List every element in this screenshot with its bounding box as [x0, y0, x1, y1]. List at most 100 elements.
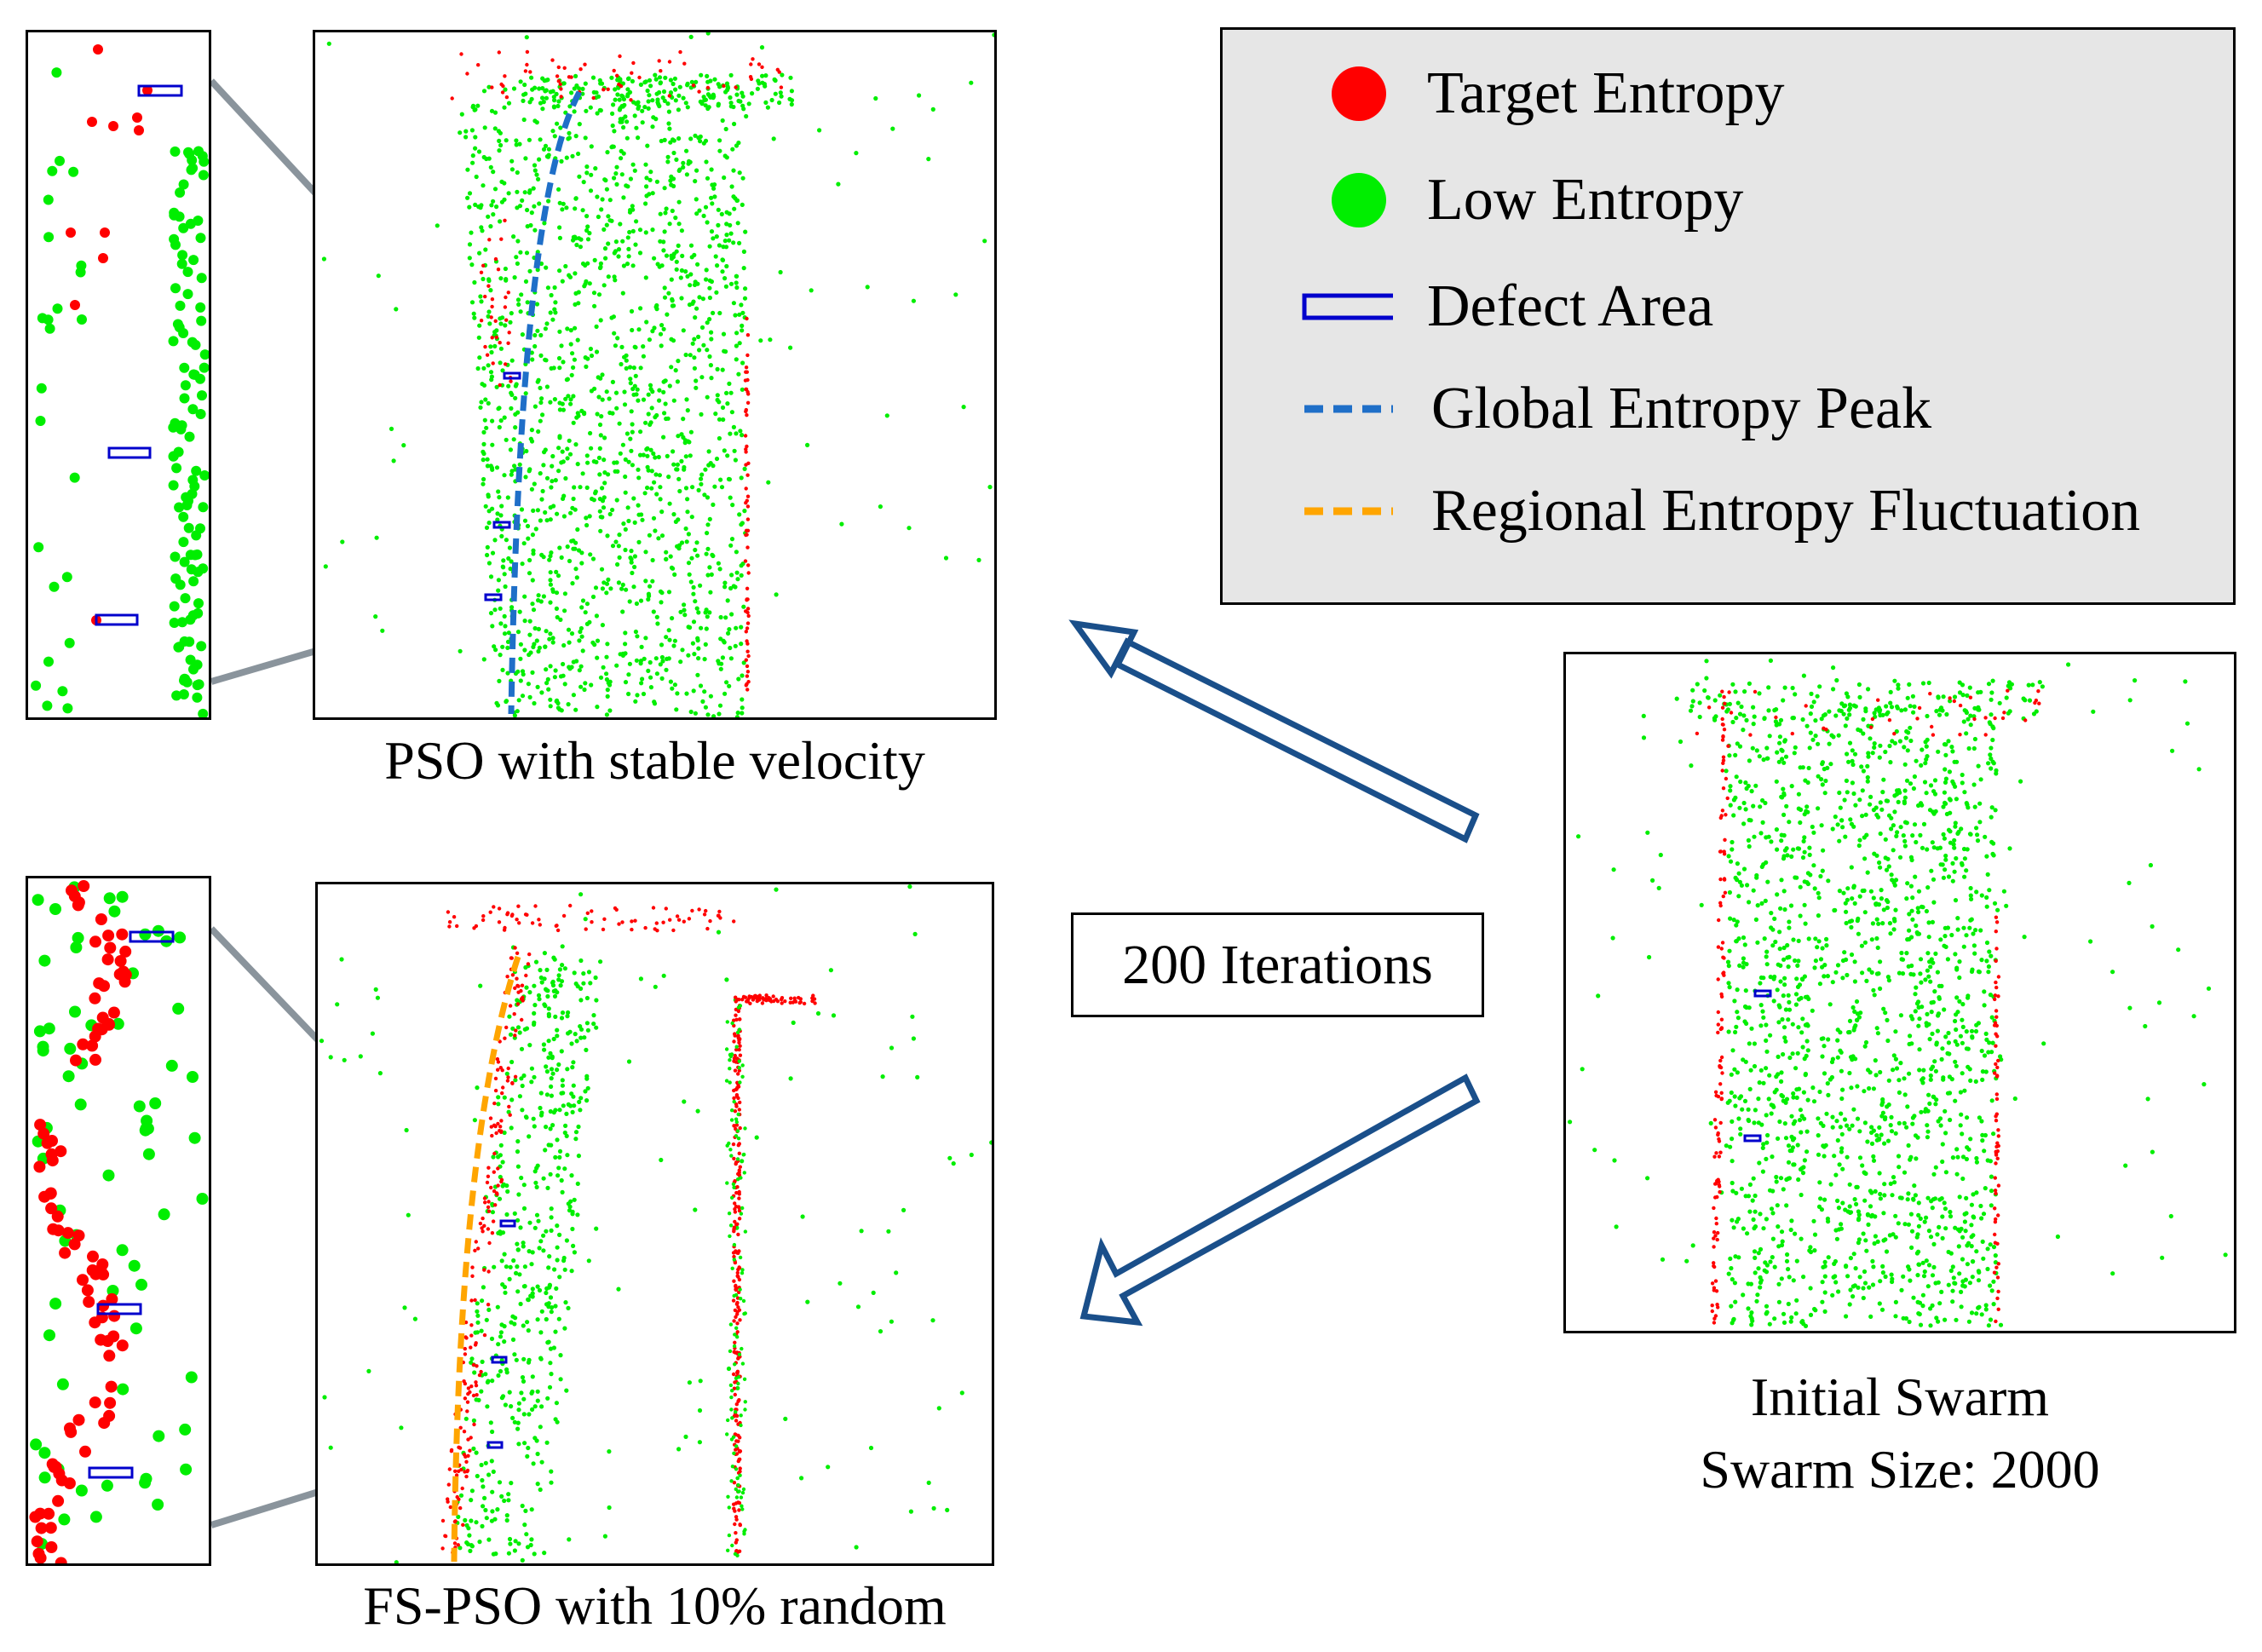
target-entropy-particle	[731, 1372, 736, 1377]
low-entropy-particle	[1948, 1268, 1954, 1274]
low-entropy-particle	[590, 75, 596, 80]
low-entropy-particle	[1960, 1235, 1966, 1240]
low-entropy-particle	[532, 1404, 538, 1409]
low-entropy-particle	[615, 561, 620, 567]
low-entropy-particle	[630, 162, 636, 167]
low-entropy-particle	[1772, 1264, 1777, 1269]
low-entropy-particle	[1751, 1176, 1756, 1181]
low-entropy-particle	[1851, 884, 1856, 889]
low-entropy-particle	[1856, 843, 1862, 849]
low-entropy-particle	[722, 448, 727, 453]
low-entropy-particle	[659, 509, 665, 515]
target-entropy-particle	[504, 318, 509, 322]
low-entropy-particle	[339, 957, 344, 962]
low-entropy-particle	[498, 621, 504, 626]
low-entropy-particle	[1758, 981, 1763, 986]
target-entropy-particle	[664, 907, 668, 911]
low-entropy-particle	[969, 1152, 974, 1158]
low-entropy-particle	[646, 591, 651, 596]
target-entropy-particle	[737, 1040, 741, 1045]
target-entropy-particle	[682, 919, 686, 924]
low-entropy-particle	[636, 467, 641, 472]
low-entropy-particle	[2018, 779, 2023, 784]
low-entropy-particle	[512, 1211, 517, 1216]
target-entropy-particle	[489, 315, 493, 319]
low-entropy-particle	[323, 564, 328, 569]
target-entropy-particle	[463, 1396, 468, 1401]
low-entropy-particle	[1902, 1076, 1907, 1081]
low-entropy-particle	[550, 589, 555, 595]
low-entropy-particle	[679, 228, 684, 233]
low-entropy-particle	[1781, 1098, 1786, 1103]
low-entropy-particle	[540, 488, 545, 494]
low-entropy-particle	[566, 1010, 571, 1016]
low-entropy-particle	[613, 390, 619, 395]
target-entropy-particle	[737, 1068, 741, 1073]
target-entropy-particle	[538, 923, 542, 927]
low-entropy-particle	[777, 100, 782, 106]
low-entropy-particle	[1727, 753, 1732, 758]
target-entropy-particle	[103, 1409, 116, 1422]
low-entropy-particle	[507, 545, 512, 550]
low-entropy-particle	[732, 1242, 737, 1247]
low-entropy-particle	[1817, 981, 1822, 987]
low-entropy-particle	[643, 275, 648, 280]
low-entropy-particle	[1751, 888, 1756, 893]
target-entropy-particle	[43, 1507, 55, 1520]
low-entropy-particle	[1943, 1131, 1948, 1136]
low-entropy-particle	[467, 256, 472, 261]
low-entropy-particle	[174, 931, 187, 944]
low-entropy-particle	[709, 167, 714, 172]
low-entropy-particle	[652, 699, 657, 705]
low-entropy-particle	[1977, 1269, 1982, 1275]
low-entropy-particle	[2088, 939, 2093, 944]
low-entropy-particle	[1927, 1101, 1932, 1106]
low-entropy-particle	[1819, 823, 1824, 828]
target-entropy-particle	[103, 1350, 116, 1362]
low-entropy-particle	[711, 186, 717, 191]
low-entropy-particle	[529, 1262, 534, 1267]
low-entropy-particle	[681, 417, 686, 422]
target-entropy-particle	[37, 1127, 50, 1140]
target-entropy-particle	[697, 907, 701, 912]
low-entropy-particle	[526, 1360, 532, 1365]
low-entropy-particle	[509, 358, 515, 363]
low-entropy-particle	[732, 448, 737, 453]
low-entropy-particle	[1973, 1028, 1979, 1034]
low-entropy-particle	[664, 253, 670, 258]
low-entropy-particle	[646, 106, 651, 111]
target-entropy-particle	[738, 1522, 742, 1528]
target-entropy-particle	[513, 946, 517, 950]
low-entropy-particle	[740, 103, 745, 108]
low-entropy-particle	[529, 350, 534, 355]
low-entropy-particle	[709, 330, 714, 335]
low-entropy-particle	[537, 1287, 543, 1293]
low-entropy-particle	[626, 518, 631, 524]
low-entropy-particle	[728, 1234, 732, 1239]
low-entropy-particle	[1840, 1166, 1845, 1171]
low-entropy-particle	[732, 1293, 736, 1298]
target-entropy-particle	[104, 941, 117, 954]
low-entropy-particle	[483, 1507, 488, 1513]
low-entropy-particle	[578, 625, 584, 631]
low-entropy-particle	[466, 1526, 471, 1531]
low-entropy-particle	[630, 78, 635, 83]
low-entropy-particle	[481, 429, 486, 435]
low-entropy-particle	[502, 572, 507, 577]
low-entropy-particle	[1912, 1183, 1917, 1189]
low-entropy-particle	[685, 105, 690, 110]
target-entropy-particle	[732, 1279, 736, 1283]
low-entropy-particle	[595, 638, 601, 643]
low-entropy-particle	[1943, 776, 1948, 781]
low-entropy-particle	[482, 125, 487, 130]
target-entropy-particle	[70, 1054, 82, 1067]
low-entropy-particle	[1907, 928, 1912, 933]
low-entropy-particle	[539, 396, 544, 401]
target-entropy-particle	[503, 74, 507, 78]
target-entropy-particle	[732, 1386, 737, 1390]
low-entropy-particle	[1913, 992, 1918, 997]
target-entropy-particle	[70, 300, 80, 310]
low-entropy-particle	[515, 1241, 520, 1246]
low-entropy-particle	[580, 598, 586, 603]
low-entropy-particle	[512, 1321, 517, 1327]
